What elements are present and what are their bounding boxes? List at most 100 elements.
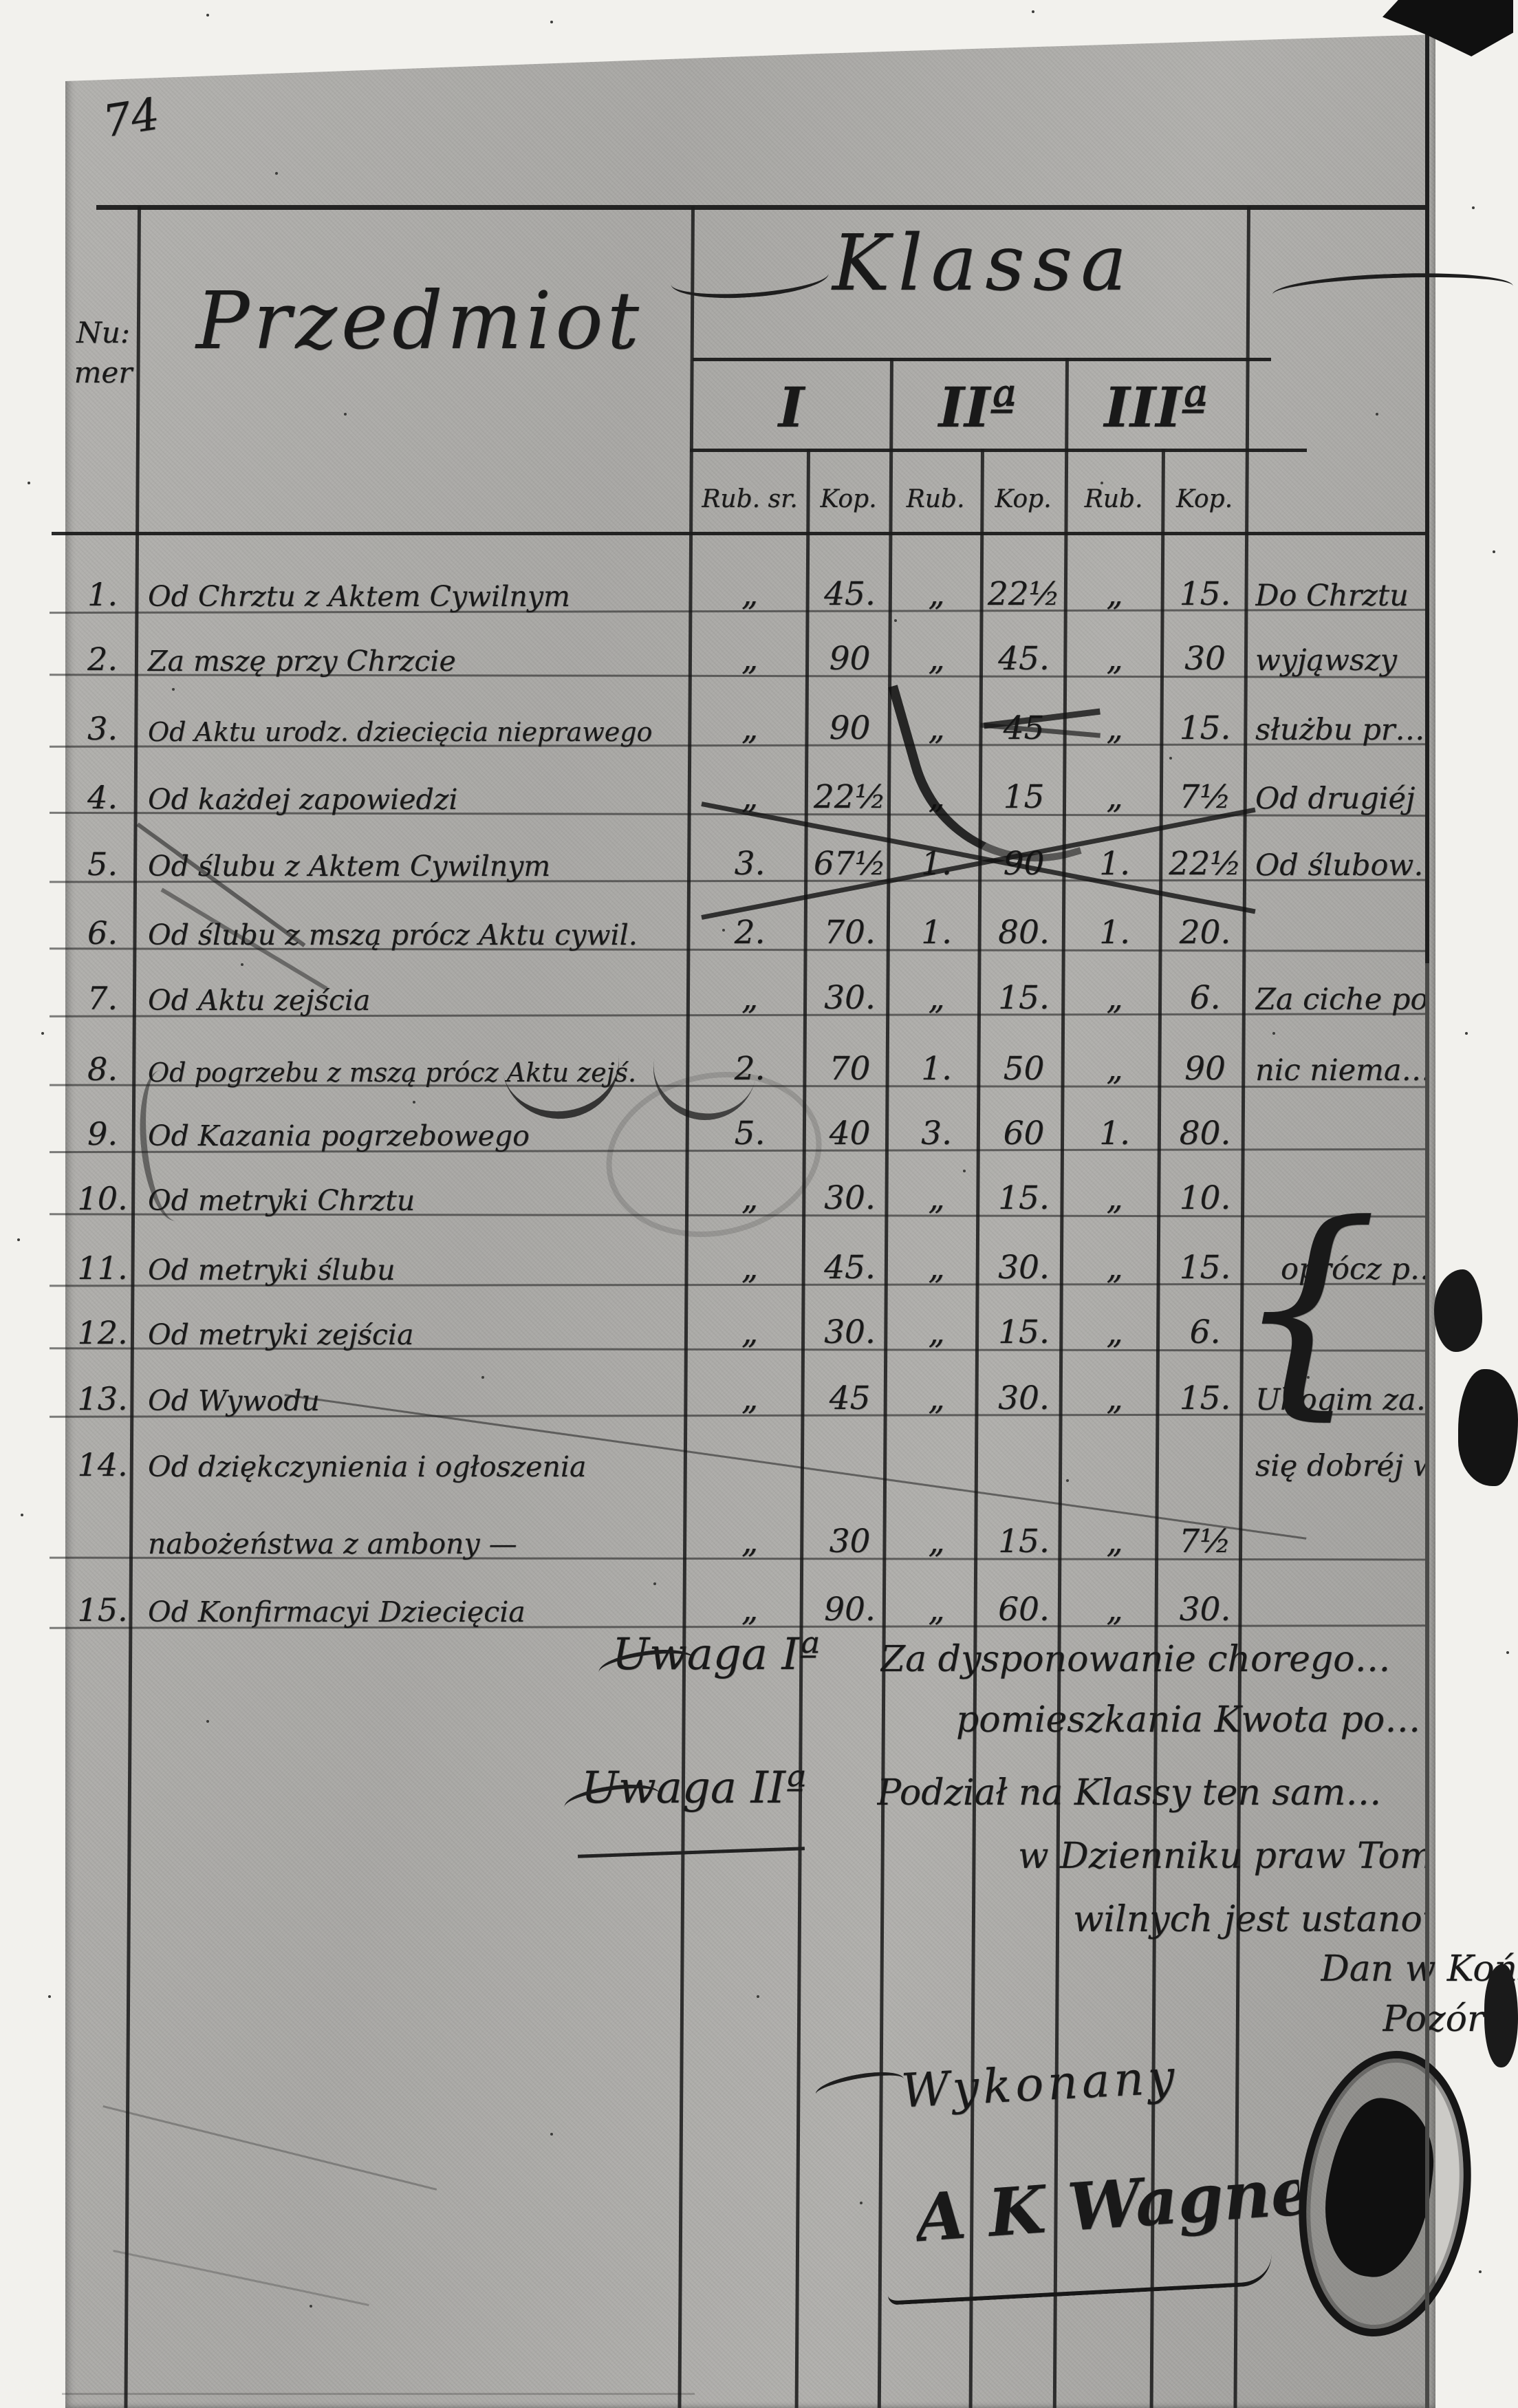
value-kop-3: 6.	[1189, 1313, 1221, 1351]
value-kop-2: 15.	[998, 1313, 1050, 1351]
table-row: 8. Od pogrzebu z mszą prócz Aktu zejś. 2…	[0, 1026, 1518, 1089]
dust-speck	[17, 1238, 20, 1241]
value-rub-3: „	[1106, 1523, 1123, 1560]
value-rub-1: „	[741, 1249, 759, 1287]
note-line3: w Dzienniku praw Tom I…	[1018, 1836, 1425, 1877]
value-rub-2: 3.	[921, 1115, 952, 1152]
table-row: 6. Od ślubu z mszą prócz Aktu cywil. 2. …	[0, 890, 1518, 953]
value-rub-1: „	[741, 1179, 759, 1217]
row-remark: Ubogim za…	[1255, 1383, 1426, 1417]
row-number: 2.	[87, 641, 118, 678]
value-rub-3: „	[1106, 1313, 1123, 1351]
value-kop-1: 22½	[813, 778, 887, 816]
value-kop-1: 45	[829, 1379, 871, 1417]
dust-speck	[413, 1101, 415, 1104]
row-number: 5.	[87, 846, 118, 883]
row-remark: Za ciche po…	[1255, 982, 1426, 1017]
value-rub-1: „	[741, 1313, 759, 1351]
note-uwaga1-text: Za dysponowanie chorego…	[880, 1639, 1391, 1680]
value-kop-1: 70	[829, 1050, 871, 1088]
row-number: 9.	[87, 1115, 118, 1152]
dust-speck	[757, 1995, 759, 1998]
value-kop-1: 30	[829, 1523, 871, 1560]
value-kop-3: 80.	[1179, 1115, 1231, 1152]
money-header-rub1: Rub. sr.	[702, 485, 798, 513]
row-label: Od Kazania pogrzebowego	[148, 1119, 530, 1152]
row-label: Od Chrztu z Aktem Cywilnym	[148, 580, 570, 613]
value-kop-3: 15.	[1179, 1379, 1231, 1417]
value-rub-1: „	[741, 1523, 759, 1560]
dust-speck	[1169, 757, 1172, 760]
row-label: Od metryki Chrztu	[148, 1184, 415, 1217]
row-remark: nic niema…	[1255, 1053, 1426, 1088]
note-line4: wilnych jest ustanowio…	[1073, 1899, 1425, 1940]
dust-speck	[1272, 1032, 1275, 1035]
dust-speck	[1506, 1651, 1509, 1654]
row-label: Od Konfirmacyi Dziecięcia	[148, 1595, 525, 1628]
row-number: 3.	[87, 710, 118, 747]
row-remark: Do Chrztu	[1255, 579, 1409, 613]
value-kop-2: 15.	[998, 1523, 1050, 1560]
dust-speck	[206, 14, 209, 17]
value-rub-1: „	[741, 1591, 759, 1628]
value-rub-1: 3.	[734, 845, 766, 883]
value-rub-1: „	[741, 709, 759, 747]
row-remark: służbu pr…	[1255, 713, 1425, 747]
row-number: 1.	[87, 576, 118, 613]
note-line5: Dan w Końsk…	[1321, 1948, 1518, 1990]
value-kop-2: 45.	[998, 640, 1050, 678]
value-rub-1: 2.	[734, 914, 766, 952]
dust-speck	[48, 1995, 51, 1998]
value-kop-1: 70.	[824, 914, 876, 952]
note-uwaga2-label: Uwaga IIª	[581, 1763, 807, 1814]
row-label: Od metryki ślubu	[148, 1254, 395, 1287]
dust-speck	[1479, 2270, 1482, 2273]
value-kop-3: 90	[1184, 1050, 1226, 1088]
value-rub-1: „	[741, 640, 759, 678]
header-bottom-line	[52, 532, 1425, 535]
class-label-1: I	[778, 375, 805, 440]
value-kop-2: 30.	[998, 1249, 1050, 1287]
note-uwaga1-label: Uwaga Iª	[612, 1629, 821, 1680]
film-blob	[1484, 1964, 1518, 2067]
money-header-rub2: Rub.	[906, 485, 965, 513]
value-rub-2: 1.	[921, 1050, 952, 1088]
row-number: 13.	[77, 1380, 128, 1417]
dust-speck	[206, 1720, 209, 1723]
value-kop-3: 30.	[1179, 1591, 1231, 1628]
value-kop-2: 22½	[987, 575, 1061, 613]
numer-line2: mer	[74, 356, 133, 389]
dust-speck	[41, 1032, 44, 1035]
table-row: 2. Za mszę przy Chrzcie „ 90 „ 45. „ 30 …	[0, 616, 1518, 679]
brace-mark: {	[1235, 1175, 1379, 1439]
row-label: Za mszę przy Chrzcie	[148, 645, 456, 678]
value-kop-3: 15.	[1179, 575, 1231, 613]
dust-speck	[1376, 413, 1378, 416]
dust-speck	[481, 1376, 484, 1379]
dust-speck	[275, 172, 278, 175]
dust-speck	[963, 1170, 966, 1172]
dust-speck	[653, 1582, 656, 1585]
value-kop-1: 40	[829, 1115, 871, 1152]
value-rub-2: „	[928, 1313, 945, 1351]
table-row: 15. Od Konfirmacyi Dziecięcia „ 90. „ 60…	[0, 1567, 1518, 1630]
row-number: 7.	[87, 980, 118, 1017]
value-kop-1: 30.	[824, 1313, 876, 1351]
value-rub-2: „	[928, 1523, 945, 1560]
money-header-kop2: Kop.	[995, 485, 1052, 513]
row-remark: oprócz p…	[1281, 1252, 1426, 1287]
value-kop-3: 10.	[1179, 1179, 1231, 1217]
value-kop-2: 60	[1003, 1115, 1045, 1152]
row-label: Od metryki zejścia	[148, 1318, 414, 1351]
row-number: 8.	[87, 1051, 118, 1088]
value-kop-3: 6.	[1189, 979, 1221, 1017]
row-remark: Od drugiéj	[1255, 782, 1416, 816]
dust-speck	[1465, 1032, 1468, 1035]
value-kop-1: 90	[829, 709, 871, 747]
value-kop-3: 15.	[1179, 709, 1231, 747]
value-rub-1: „	[741, 979, 759, 1017]
column-header-klassa: Klassa	[832, 219, 1135, 308]
dust-speck	[344, 413, 347, 416]
dust-speck	[21, 1514, 23, 1516]
seal-emblem	[1316, 2092, 1442, 2283]
